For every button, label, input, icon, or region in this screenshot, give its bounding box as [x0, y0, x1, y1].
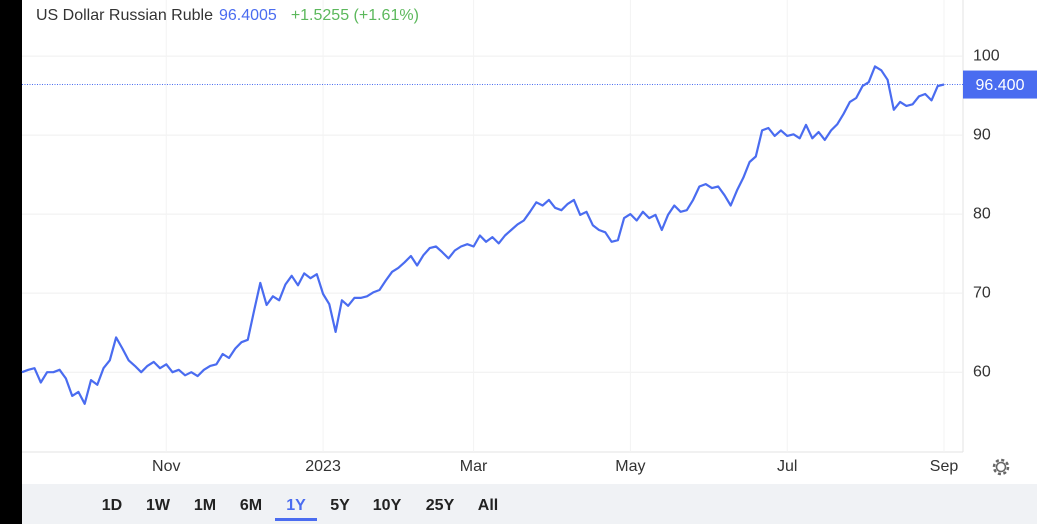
- price-badge: [963, 70, 1037, 99]
- y-tick-label: 100: [973, 47, 1000, 64]
- y-tick-label: 70: [973, 284, 991, 301]
- left-edge: [0, 0, 22, 524]
- x-tick-label: 2023: [305, 458, 341, 475]
- x-tick-label: Jul: [777, 458, 797, 475]
- chart-title: US Dollar Russian Ruble 96.4005 +1.5255 (+…: [36, 7, 419, 24]
- price: 96.4005: [219, 7, 277, 24]
- x-tick-label: Sep: [930, 458, 959, 475]
- range-button[interactable]: 1M: [194, 497, 216, 514]
- range-bar: [22, 484, 1037, 524]
- range-button[interactable]: 5Y: [330, 497, 350, 514]
- range-button[interactable]: 25Y: [426, 497, 455, 514]
- range-button[interactable]: All: [478, 497, 498, 514]
- settings-icon[interactable]: [992, 458, 1010, 476]
- x-tick-label: Mar: [460, 458, 488, 475]
- range-button[interactable]: 6M: [240, 497, 262, 514]
- instrument-name: US Dollar Russian Ruble: [36, 7, 213, 24]
- price-line: [21, 65, 945, 405]
- change: +1.5255 (+1.61%): [291, 7, 419, 24]
- range-selected-underline: [275, 518, 317, 521]
- range-button[interactable]: 10Y: [373, 497, 402, 514]
- price-badge-label: 96.400: [976, 77, 1025, 94]
- x-tick-label: May: [615, 458, 645, 475]
- x-tick-label: Nov: [152, 458, 180, 475]
- range-button[interactable]: 1Y: [286, 497, 306, 514]
- y-tick-label: 80: [973, 205, 991, 222]
- y-tick-label: 60: [973, 363, 991, 380]
- range-button[interactable]: 1D: [102, 497, 122, 514]
- y-tick-label: 90: [973, 126, 991, 143]
- range-button[interactable]: 1W: [146, 497, 171, 514]
